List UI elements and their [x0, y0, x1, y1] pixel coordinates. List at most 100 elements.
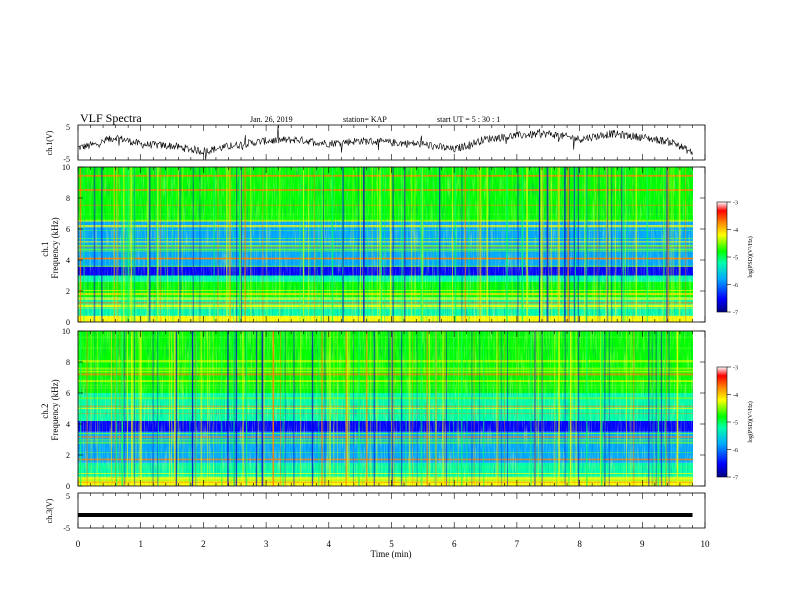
sferic-line [235, 331, 238, 486]
sferic-line [208, 331, 211, 486]
sferic-line [83, 167, 85, 322]
narrowband-line [78, 230, 705, 231]
narrowband-line [78, 225, 705, 228]
sferic-line [263, 331, 265, 486]
sferic-line [575, 331, 577, 486]
sferic-line [360, 167, 361, 322]
sferic-line [379, 167, 381, 322]
sferic-line [420, 331, 422, 486]
sferic-line [479, 167, 481, 322]
sferic-line [262, 167, 264, 322]
sferic-line [436, 167, 439, 322]
sferic-line [550, 167, 553, 322]
sferic-line [570, 331, 572, 486]
sferic-line [157, 331, 159, 486]
sferic-line [324, 331, 326, 486]
narrowband-line [78, 250, 705, 252]
sferic-line [327, 331, 329, 486]
ch1-voltage-panel: ch.1(V) 5 -5 [45, 123, 706, 164]
time-axis-ticks [77, 125, 706, 528]
frequency-tick-label: 6 [66, 389, 70, 398]
sferic-line [657, 331, 660, 486]
sferic-line [434, 331, 436, 486]
ch3-voltage-ylabel: ch.3(V) [45, 498, 54, 523]
sferic-line [584, 167, 586, 322]
sferic-line [670, 167, 672, 322]
ch2-spectrogram-yticks: 0 2 4 6 8 10 [62, 327, 705, 491]
sferic-line [226, 167, 228, 322]
sferic-line [489, 167, 491, 322]
narrowband-line [78, 301, 705, 304]
narrowband-line [78, 244, 705, 247]
sferic-line [546, 167, 548, 322]
sferic-line [574, 167, 576, 322]
time-axis-tick-labels: 0 1 2 3 4 5 6 7 8 9 10 [76, 539, 710, 549]
sferic-line [93, 167, 96, 322]
sferic-line [272, 331, 274, 486]
sferic-line [541, 331, 543, 486]
sferic-line [318, 331, 320, 486]
narrowband-line [78, 297, 705, 300]
sferic-line [315, 167, 317, 322]
sferic-line [648, 331, 650, 486]
frequency-tick-label: 8 [66, 358, 70, 367]
sferic-line [564, 167, 566, 322]
sferic-line [79, 167, 82, 322]
sferic-line [345, 331, 347, 486]
sferic-line [311, 331, 314, 486]
sferic-line [156, 167, 158, 322]
narrowband-line [78, 307, 705, 309]
sferic-line [606, 167, 609, 322]
sferic-line [346, 331, 349, 486]
sferic-line [630, 331, 632, 486]
sferic-line [256, 331, 258, 486]
sferic-line [365, 331, 367, 486]
sferic-line [132, 331, 134, 486]
sferic-line [152, 331, 154, 486]
sferic-line [405, 331, 407, 486]
sferic-line [284, 331, 286, 486]
colorbar-tick-label: -4 [733, 393, 738, 399]
sferic-line [194, 331, 197, 486]
frequency-tick-label: 0 [66, 318, 70, 327]
sferic-line [646, 167, 648, 322]
sferic-line [615, 167, 616, 322]
sferic-line [233, 331, 235, 486]
sferic-line [428, 331, 430, 486]
sferic-line [483, 331, 485, 486]
narrowband-line [78, 248, 705, 251]
sferic-line [358, 331, 360, 486]
sferic-line [486, 167, 488, 322]
sferic-line [165, 167, 166, 322]
sferic-line [432, 167, 434, 322]
sferic-line [199, 167, 201, 322]
time-tick-label: 0 [76, 539, 81, 549]
colorbar-tick-label: -5 [733, 421, 738, 427]
sferic-line [189, 331, 191, 486]
ch2-spectrogram-lines [78, 331, 705, 486]
sferic-line [125, 167, 127, 322]
sferic-line [157, 167, 159, 322]
sferic-line [568, 331, 570, 486]
sferic-line [558, 331, 560, 486]
sferic-line [182, 331, 184, 486]
header-station: station= KAP [343, 115, 387, 124]
figure-title: VLF Spectra [80, 111, 142, 125]
sferic-line [110, 331, 112, 486]
sferic-line [452, 167, 453, 322]
sferic-line [400, 167, 402, 322]
sferic-line [331, 167, 334, 322]
sferic-line [101, 167, 103, 322]
sferic-line [426, 167, 428, 322]
sferic-line [627, 167, 629, 322]
sferic-line [608, 331, 610, 486]
time-tick-label: 8 [577, 539, 582, 549]
sferic-line [404, 167, 406, 322]
sferic-line [538, 167, 541, 322]
sferic-line [511, 167, 513, 322]
sferic-line [279, 167, 281, 322]
sferic-line [227, 331, 229, 486]
sferic-line [233, 331, 236, 486]
sferic-line [392, 167, 394, 322]
frequency-tick-label: 2 [66, 287, 70, 296]
